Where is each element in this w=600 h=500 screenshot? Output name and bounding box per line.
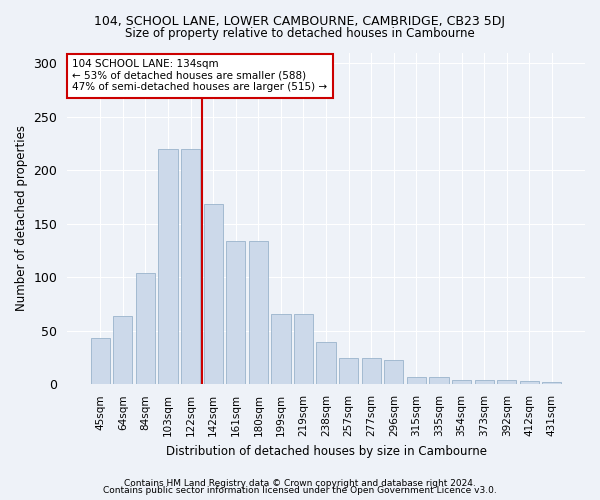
Bar — [113, 316, 133, 384]
Bar — [181, 149, 200, 384]
Bar — [203, 204, 223, 384]
Bar — [91, 338, 110, 384]
Text: Size of property relative to detached houses in Cambourne: Size of property relative to detached ho… — [125, 28, 475, 40]
Bar — [542, 382, 562, 384]
Bar — [249, 241, 268, 384]
Text: Contains HM Land Registry data © Crown copyright and database right 2024.: Contains HM Land Registry data © Crown c… — [124, 478, 476, 488]
Bar — [226, 241, 245, 384]
Bar — [136, 273, 155, 384]
Bar — [294, 314, 313, 384]
Bar — [475, 380, 494, 384]
Bar — [407, 377, 426, 384]
Bar — [384, 360, 403, 384]
Bar — [520, 381, 539, 384]
Bar — [497, 380, 517, 384]
Text: 104 SCHOOL LANE: 134sqm
← 53% of detached houses are smaller (588)
47% of semi-d: 104 SCHOOL LANE: 134sqm ← 53% of detache… — [73, 59, 328, 92]
X-axis label: Distribution of detached houses by size in Cambourne: Distribution of detached houses by size … — [166, 444, 487, 458]
Bar — [362, 358, 381, 384]
Text: Contains public sector information licensed under the Open Government Licence v3: Contains public sector information licen… — [103, 486, 497, 495]
Y-axis label: Number of detached properties: Number of detached properties — [15, 126, 28, 312]
Bar — [271, 314, 290, 384]
Bar — [452, 380, 471, 384]
Bar — [430, 377, 449, 384]
Bar — [158, 149, 178, 384]
Bar — [316, 342, 335, 384]
Bar — [339, 358, 358, 384]
Text: 104, SCHOOL LANE, LOWER CAMBOURNE, CAMBRIDGE, CB23 5DJ: 104, SCHOOL LANE, LOWER CAMBOURNE, CAMBR… — [95, 15, 505, 28]
